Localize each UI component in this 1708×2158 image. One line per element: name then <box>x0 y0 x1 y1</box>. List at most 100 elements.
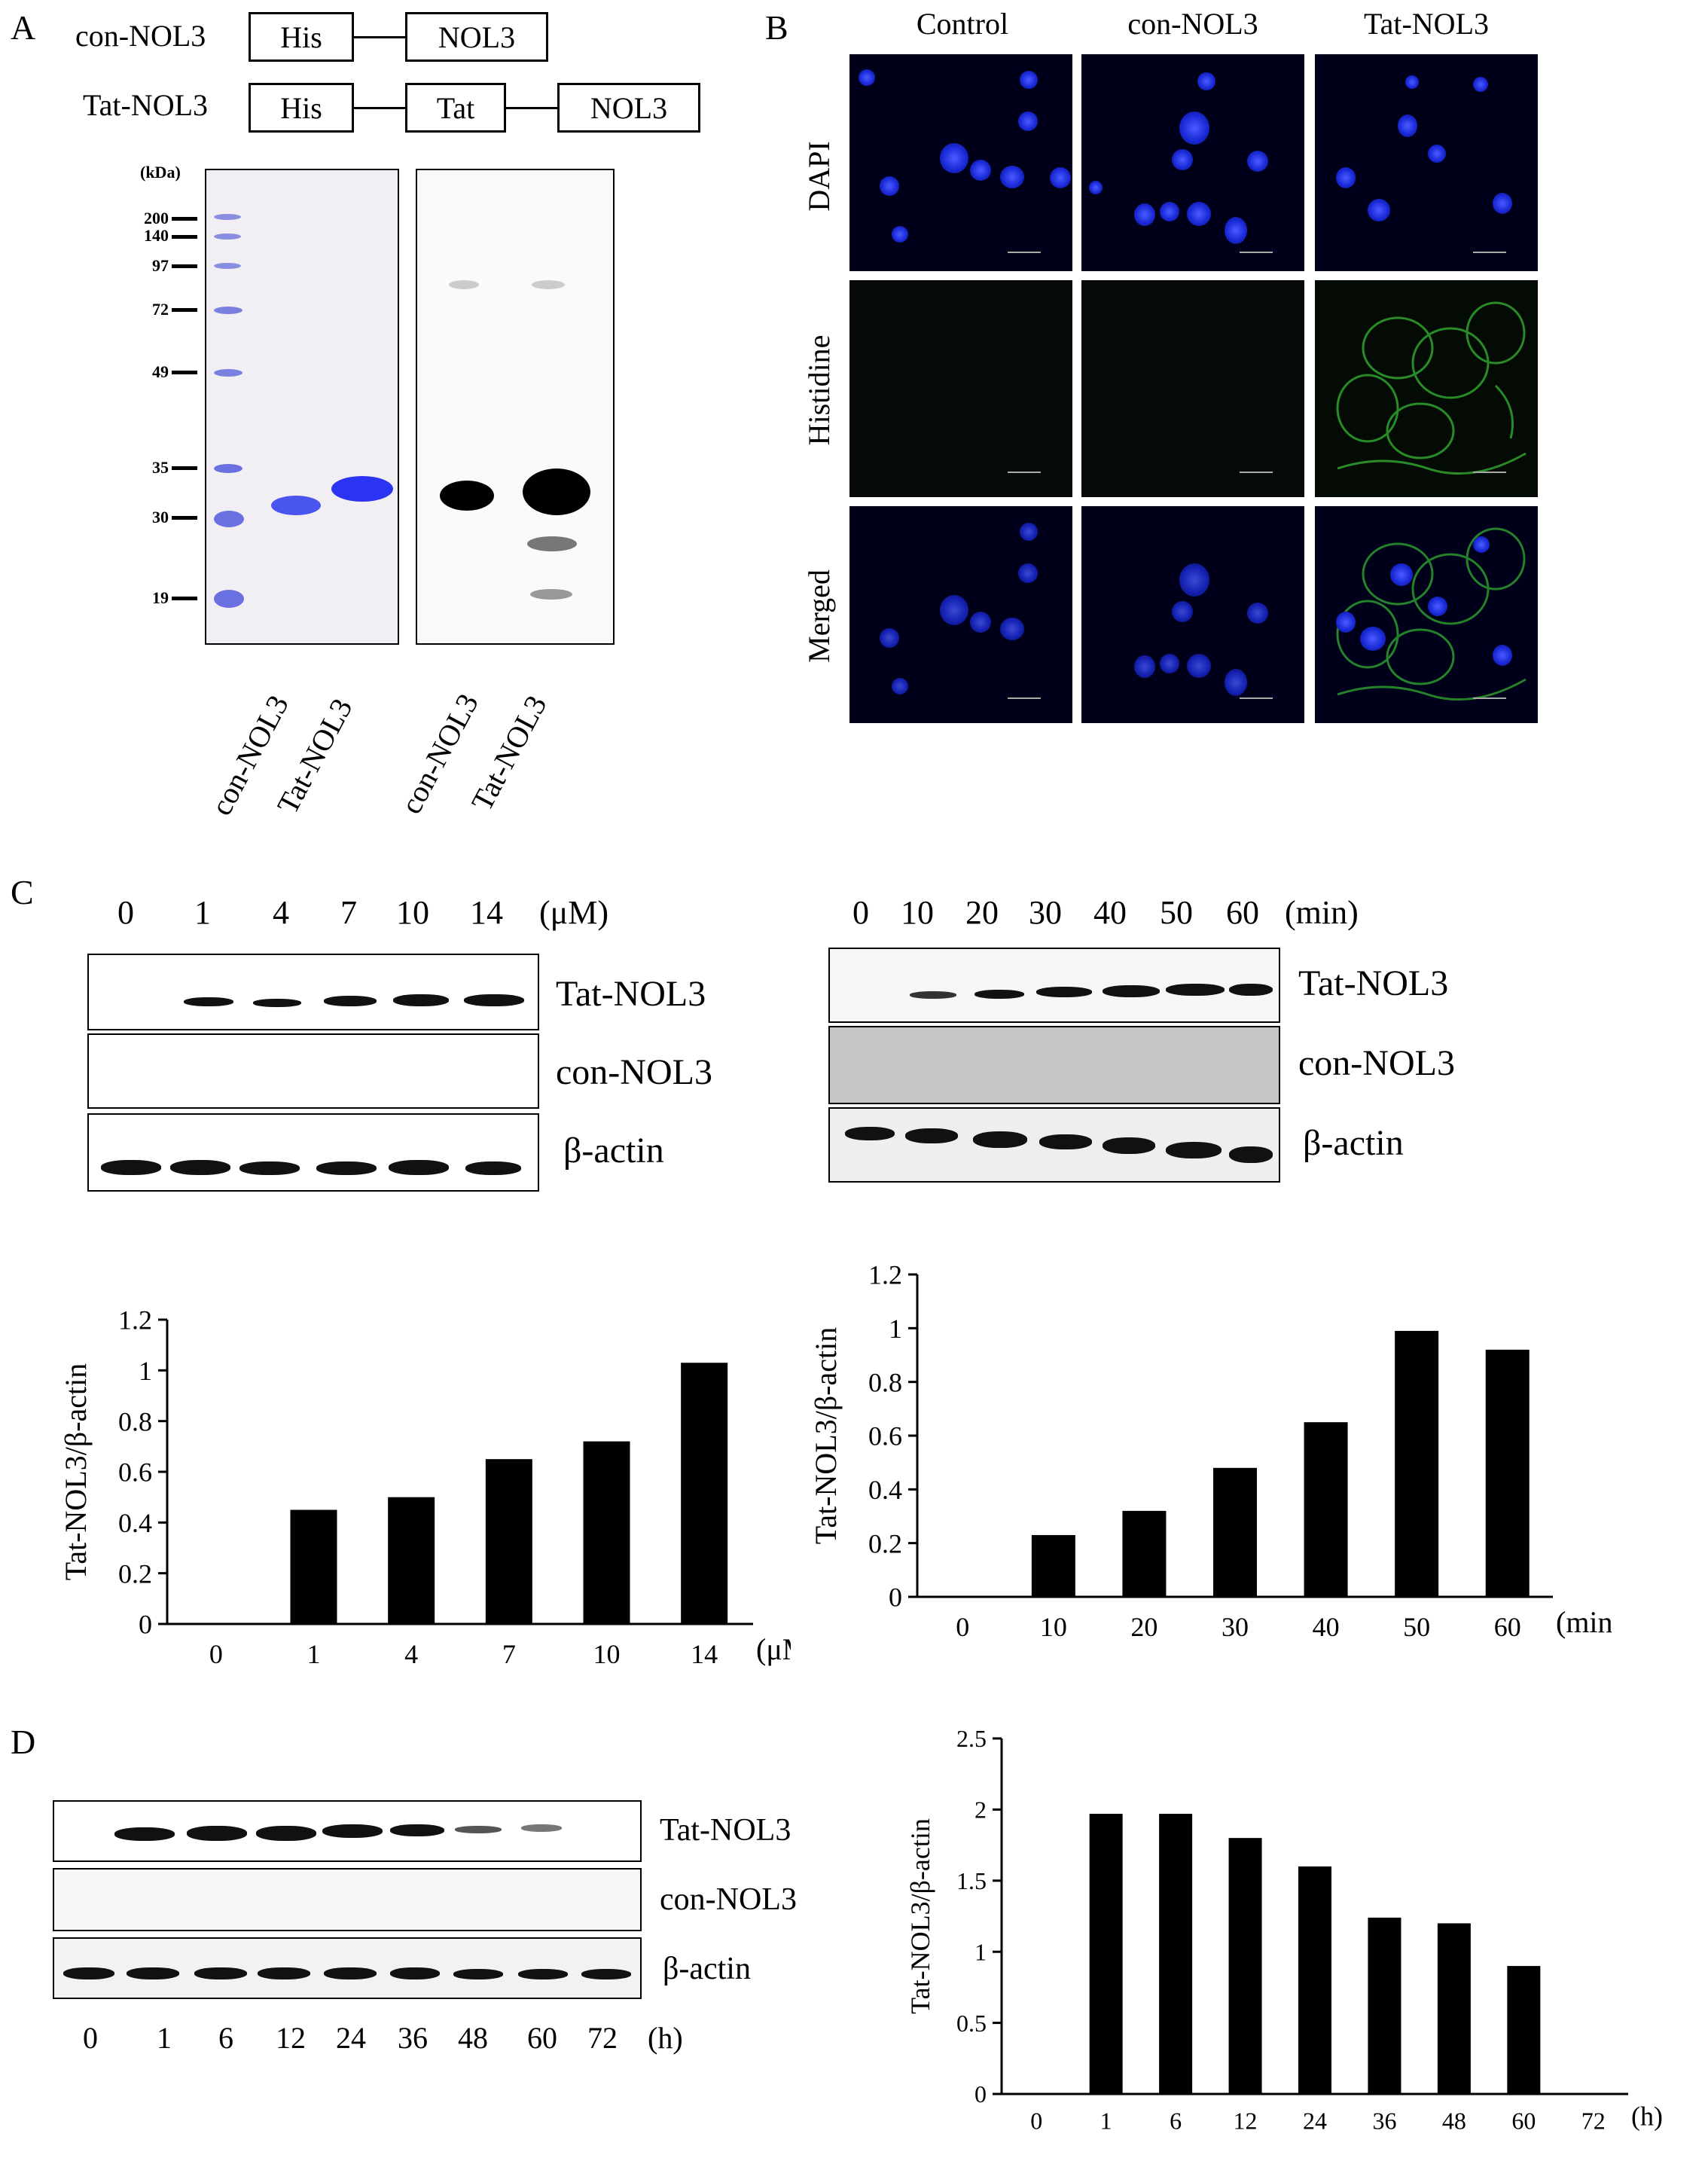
x-tick-label: 7 <box>502 1639 516 1669</box>
construct-name-con: con-NOL3 <box>75 19 206 53</box>
y-tick-label: 0.6 <box>868 1421 902 1451</box>
bar <box>1089 1814 1123 2094</box>
time-row-label: β-actin <box>1303 1123 1404 1163</box>
ladder-band <box>214 464 242 473</box>
ladder-band <box>214 263 241 269</box>
marker-tick <box>172 516 197 520</box>
marker-tick <box>172 264 197 268</box>
time-lane-label: 0 <box>852 894 869 931</box>
y-axis-label: Tat-NOL3/β-actin <box>59 1363 93 1581</box>
d-row-label: con-NOL3 <box>660 1882 797 1917</box>
x-tick-label: 14 <box>691 1639 718 1669</box>
dose-row-label: con-NOL3 <box>556 1052 712 1092</box>
marker-label: 140 <box>144 226 169 245</box>
time-lane-label: 40 <box>1093 894 1127 931</box>
y-tick-label: 0.5 <box>956 2010 987 2037</box>
y-tick-label: 1.2 <box>868 1260 902 1290</box>
y-tick-label: 1 <box>974 1938 987 1965</box>
dose-row-label: β-actin <box>563 1131 664 1171</box>
bar-chart-dose: 00.20.40.60.811.201471014(μM)Tat-NOL3/β-… <box>59 1305 791 1670</box>
micrograph-merged-tat-nol3 <box>1315 506 1538 723</box>
column-header: Control <box>916 7 1009 41</box>
bar <box>1507 1966 1541 2094</box>
marker-label: 97 <box>152 256 169 275</box>
x-tick-label: 20 <box>1130 1612 1157 1642</box>
marker-label: 72 <box>152 300 169 319</box>
y-tick-label: 0.2 <box>868 1528 902 1558</box>
western-gel <box>416 169 615 645</box>
marker-tick <box>172 597 197 600</box>
row-label: Histidine <box>802 334 836 446</box>
d-lane-label: 6 <box>218 2021 233 2055</box>
time-blot-tat-nol3 <box>828 948 1280 1023</box>
y-tick-label: 0 <box>974 2080 987 2108</box>
d-lane-label: 48 <box>458 2021 488 2055</box>
y-tick-label: 1 <box>889 1314 902 1344</box>
x-axis-unit: (μM) <box>756 1632 791 1666</box>
d-lane-label: 60 <box>527 2021 557 2055</box>
marker-tick <box>172 371 197 374</box>
d-row-label: Tat-NOL3 <box>660 1813 791 1848</box>
bar <box>681 1363 728 1624</box>
bar <box>290 1509 337 1624</box>
time-blot-beta-actin <box>828 1107 1280 1183</box>
marker-tick <box>172 308 197 312</box>
x-tick-label: 72 <box>1581 2107 1606 2134</box>
d-unit: (h) <box>648 2021 683 2055</box>
marker-tick <box>172 466 197 470</box>
ladder-band <box>214 511 244 527</box>
y-tick-label: 0.4 <box>868 1475 902 1505</box>
d-lane-label: 24 <box>336 2021 366 2055</box>
bar <box>583 1441 630 1624</box>
row-label: DAPI <box>802 141 836 212</box>
con-nol3-band <box>271 496 321 515</box>
construct-box-nol3: NOL3 <box>557 83 700 133</box>
dose-lane-label: 10 <box>396 894 429 931</box>
marker-label: 49 <box>152 362 169 381</box>
construct-linker <box>354 36 405 38</box>
marker-tick <box>172 235 197 239</box>
dose-unit: (μM) <box>539 894 609 931</box>
y-tick-label: 1 <box>139 1356 152 1386</box>
d-blot-beta-actin <box>53 1937 642 1999</box>
y-tick-label: 0.4 <box>118 1508 152 1538</box>
y-axis-label: Tat-NOL3/β-actin <box>809 1327 843 1545</box>
con-nol3-band <box>440 481 494 511</box>
construct-box-his: His <box>249 12 354 62</box>
x-tick-label: 10 <box>1040 1612 1067 1642</box>
bar <box>1298 1866 1331 2094</box>
micrograph-dapi-control <box>849 54 1072 271</box>
bar <box>1395 1330 1439 1597</box>
time-lane-label: 50 <box>1160 894 1193 931</box>
y-tick-label: 0 <box>139 1610 152 1640</box>
marker-label: 200 <box>144 209 169 227</box>
x-tick-label: 12 <box>1234 2107 1258 2134</box>
x-tick-label: 60 <box>1511 2107 1536 2134</box>
ladder-band <box>214 234 241 240</box>
kda-label: (kDa) <box>140 163 181 182</box>
bar <box>1304 1422 1348 1597</box>
micrograph-histidine-control <box>849 280 1072 497</box>
time-row-label: con-NOL3 <box>1298 1043 1455 1083</box>
ladder-band <box>214 214 241 220</box>
d-lane-label: 12 <box>276 2021 306 2055</box>
tat-nol3-band <box>523 469 590 515</box>
micrograph-dapi-con-nol3 <box>1081 54 1304 271</box>
time-lane-label: 60 <box>1226 894 1259 931</box>
bar <box>1122 1510 1167 1597</box>
panel-label-a: A <box>11 8 36 47</box>
bar <box>485 1459 532 1624</box>
micrograph-merged-con-nol3 <box>1081 506 1304 723</box>
row-label: Merged <box>802 569 836 663</box>
panel-label-c: C <box>11 873 34 911</box>
x-tick-label: 10 <box>593 1639 621 1669</box>
degradation-band <box>527 536 577 551</box>
dose-lane-label: 7 <box>340 894 357 931</box>
dose-blot-beta-actin <box>87 1113 539 1192</box>
d-lane-label: 0 <box>83 2021 98 2055</box>
dose-blot-tat-nol3 <box>87 954 539 1030</box>
coomassie-gel <box>205 169 399 645</box>
time-lane-label: 20 <box>965 894 999 931</box>
marker-label: 30 <box>152 508 169 527</box>
y-tick-label: 0 <box>889 1583 902 1613</box>
